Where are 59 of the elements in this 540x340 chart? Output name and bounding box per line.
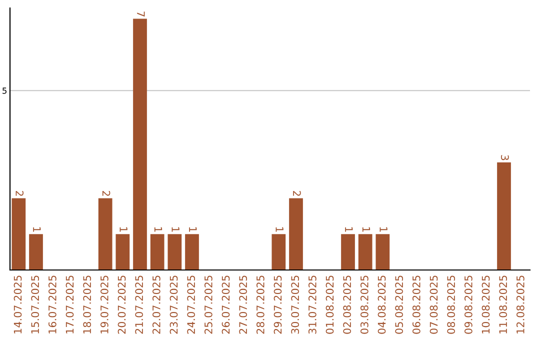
x-tick-label: 06.08.2025: [412, 276, 420, 334]
bar: [29, 234, 43, 270]
bar: [168, 234, 182, 270]
x-tick-label: 07.08.2025: [430, 276, 438, 334]
data-label: 1: [33, 227, 41, 232]
x-tick-label: 16.07.2025: [48, 276, 56, 334]
x-tick-label: 22.07.2025: [152, 276, 160, 334]
bar: [289, 198, 303, 270]
bar: [116, 234, 130, 270]
bar: [376, 234, 390, 270]
x-tick-label: 31.07.2025: [308, 276, 316, 334]
x-tick-label: 04.08.2025: [378, 276, 386, 334]
x-tick-label: 30.07.2025: [291, 276, 300, 334]
bar: [98, 198, 112, 270]
bar: [12, 198, 26, 270]
y-tick-label: 5: [2, 88, 6, 94]
data-label: 2: [16, 190, 24, 196]
x-tick-label: 26.07.2025: [222, 276, 230, 334]
data-label: 2: [293, 190, 301, 196]
bar: [133, 18, 147, 270]
x-tick-label: 19.07.2025: [100, 276, 108, 334]
x-tick-label: 05.08.2025: [395, 276, 404, 334]
data-label: 1: [345, 227, 353, 232]
data-label: 1: [362, 227, 370, 232]
data-label: 1: [276, 227, 284, 232]
x-tick-label: 11.08.2025: [499, 276, 508, 334]
x-tick-label: 23.07.2025: [170, 276, 178, 334]
x-tick-label: 02.08.2025: [343, 276, 352, 334]
x-tick-label: 15.07.2025: [31, 276, 40, 334]
x-tick-label: 08.08.2025: [447, 276, 456, 334]
bar: [272, 234, 286, 270]
x-tick-label: 27.07.2025: [239, 276, 248, 334]
x-tick-label: 12.08.2025: [516, 276, 524, 334]
x-tick-label: 01.08.2025: [326, 276, 334, 334]
x-tick-label: 29.07.2025: [274, 276, 282, 334]
x-tick-label: 21.07.2025: [135, 276, 144, 334]
x-tick-label: 18.07.2025: [83, 276, 92, 334]
x-tick-label: 10.08.2025: [482, 276, 490, 334]
x-tick-label: 17.07.2025: [66, 276, 74, 334]
x-tick-label: 24.07.2025: [187, 276, 196, 334]
data-label: 1: [154, 227, 162, 232]
data-label: 2: [102, 190, 110, 196]
x-tick-label: 20.07.2025: [118, 276, 126, 334]
x-tick-label: 03.08.2025: [360, 276, 368, 334]
bar: [341, 234, 355, 270]
data-label: 3: [500, 155, 509, 160]
bar: [150, 234, 164, 270]
data-label: 1: [120, 227, 128, 232]
bar: [497, 162, 511, 270]
data-label: 1: [189, 227, 197, 232]
x-tick-label: 14.07.2025: [14, 276, 22, 334]
x-tick-label: 28.07.2025: [256, 276, 264, 334]
data-label: 7: [137, 12, 145, 16]
bar: [358, 234, 372, 270]
x-tick-label: 25.07.2025: [204, 276, 212, 334]
data-label: 1: [172, 227, 180, 232]
data-label: 1: [380, 227, 388, 232]
x-tick-label: 09.08.2025: [464, 276, 472, 334]
bar: [185, 234, 199, 270]
